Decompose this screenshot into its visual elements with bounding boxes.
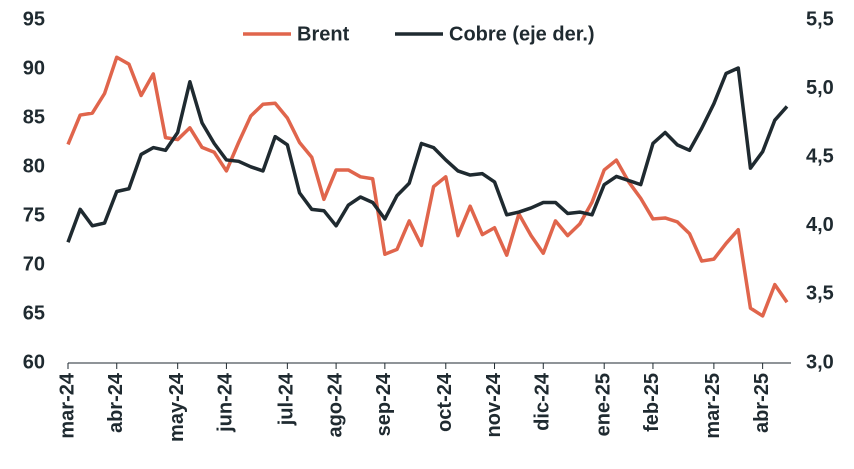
y-tick-label: 70	[23, 253, 45, 275]
y2-tick-label: 5,5	[806, 8, 834, 30]
x-tick-label: abr-25	[751, 373, 773, 433]
y-tick-label: 65	[23, 302, 45, 324]
y-tick-label: 95	[23, 8, 45, 30]
x-tick-label: abr-24	[105, 372, 127, 433]
x-tick-label: jun-24	[215, 372, 237, 433]
legend-label: Cobre (eje der.)	[449, 23, 595, 45]
x-tick-label: nov-24	[483, 372, 505, 437]
y2-tick-label: 3,5	[806, 283, 834, 305]
y2-tick-label: 3,0	[806, 351, 834, 373]
y-tick-label: 85	[23, 106, 45, 128]
y2-tick-label: 4,0	[806, 214, 834, 236]
y-tick-label: 80	[23, 155, 45, 177]
x-tick-label: jul-24	[276, 372, 298, 426]
y2-tick-label: 5,0	[806, 77, 834, 99]
y-tick-label: 90	[23, 57, 45, 79]
series-line	[66, 55, 789, 318]
x-tick-label: feb-25	[641, 373, 663, 432]
y2-tick-label: 4,5	[806, 145, 834, 167]
x-tick-label: ago-24	[324, 372, 346, 437]
series-line	[66, 66, 789, 243]
x-tick-label: mar-24	[56, 372, 78, 438]
y-tick-label: 75	[23, 204, 45, 226]
x-tick-label: may-24	[166, 372, 188, 442]
x-tick-label: mar-25	[702, 373, 724, 439]
x-tick-label: dic-24	[532, 372, 554, 431]
y-tick-label: 60	[23, 351, 45, 373]
x-tick-label: sep-24	[373, 372, 395, 436]
legend-label: Brent	[297, 23, 350, 45]
x-tick-label: ene-25	[592, 373, 614, 436]
x-tick-label: oct-24	[434, 372, 456, 432]
